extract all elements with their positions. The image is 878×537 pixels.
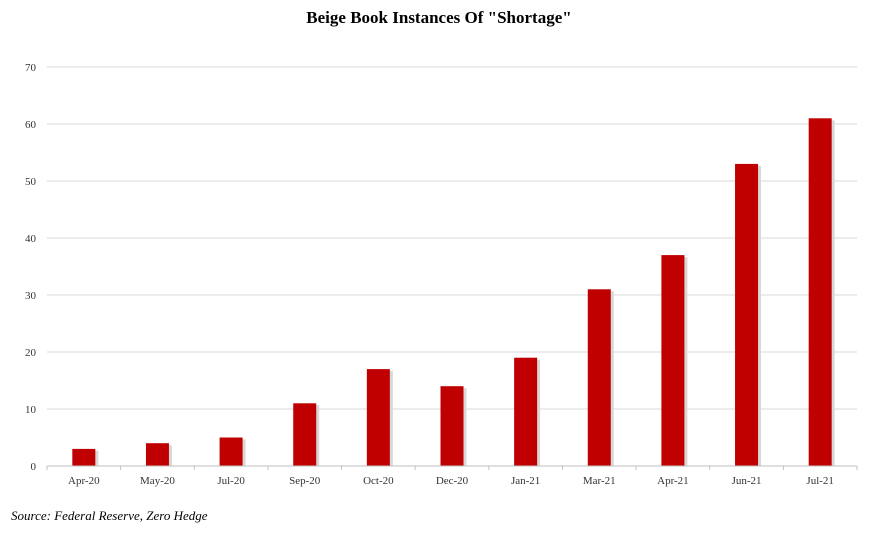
chart-title: Beige Book Instances Of "Shortage" bbox=[306, 8, 572, 27]
bar bbox=[808, 118, 832, 467]
chart-source: Source: Federal Reserve, Zero Hedge bbox=[11, 508, 208, 523]
y-tick-label: 60 bbox=[25, 119, 37, 131]
x-tick-label: Jun-21 bbox=[732, 475, 762, 487]
x-tick-label: Jul-20 bbox=[217, 475, 245, 487]
bar bbox=[366, 369, 390, 466]
bar bbox=[514, 357, 538, 466]
y-tick-label: 20 bbox=[25, 347, 37, 359]
y-tick-label: 50 bbox=[25, 176, 37, 188]
x-tick-label: May-20 bbox=[140, 475, 175, 487]
y-tick-label: 70 bbox=[25, 62, 37, 74]
bar bbox=[219, 437, 243, 466]
x-tick-label: Mar-21 bbox=[583, 475, 616, 487]
bar bbox=[72, 448, 96, 466]
x-tick-label: Sep-20 bbox=[289, 475, 321, 487]
x-tick-label: Jul-21 bbox=[806, 475, 834, 487]
y-axis-ticks: 0 10 20 30 40 50 60 70 bbox=[25, 62, 37, 473]
y-tick-label: 40 bbox=[25, 233, 37, 245]
x-axis-ticks: Apr-20 May-20 Jul-20 Sep-20 Oct-20 Dec-20 Jan-… bbox=[46, 466, 858, 487]
x-tick-label: Apr-21 bbox=[657, 475, 689, 487]
bar bbox=[661, 255, 685, 466]
y-tick-label: 0 bbox=[31, 461, 37, 473]
bar bbox=[293, 403, 317, 466]
bar bbox=[587, 289, 611, 466]
bar bbox=[145, 443, 169, 466]
x-tick-label: Oct-20 bbox=[363, 475, 394, 487]
bars bbox=[72, 118, 835, 467]
x-tick-label: Dec-20 bbox=[436, 475, 469, 487]
x-tick-label: Apr-20 bbox=[68, 475, 100, 487]
bar bbox=[735, 163, 759, 466]
bar bbox=[440, 386, 464, 466]
y-tick-label: 10 bbox=[25, 404, 37, 416]
x-tick-label: Jan-21 bbox=[511, 475, 540, 487]
y-tick-label: 30 bbox=[25, 290, 37, 302]
